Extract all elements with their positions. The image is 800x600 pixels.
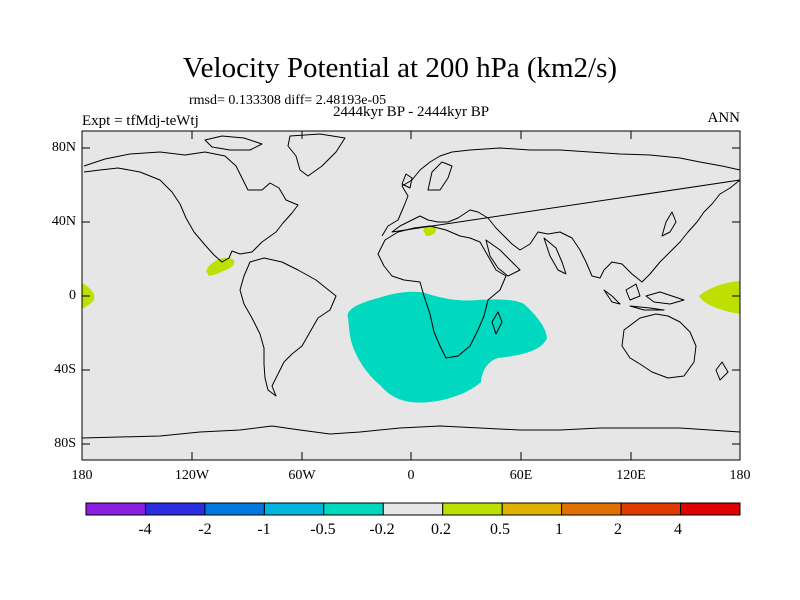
colorbar-label-2: -2 — [198, 521, 212, 538]
colorbar-label-7: 0.5 — [490, 521, 510, 538]
coastline-africa — [377, 225, 507, 359]
period-label: 2444kyr BP - 2444kyr BP — [332, 104, 490, 120]
colorbar-box-5 — [323, 502, 384, 516]
colorbar-label-6: 0.2 — [431, 521, 451, 538]
colorbar-label-10: 4 — [674, 521, 682, 538]
coastline-scandinavia — [427, 161, 453, 191]
coastline-madagascar — [491, 311, 503, 335]
colorbar-label-9: 2 — [614, 521, 622, 538]
colorbar-label-4: -0.5 — [310, 521, 336, 538]
lat-label-80s: 80S — [54, 436, 76, 451]
plot-title: Velocity Potential at 200 hPa (km2/s) — [182, 52, 618, 84]
colorbar-box-1 — [85, 502, 146, 516]
colorbar-label-8: 1 — [555, 521, 563, 538]
experiment-label: Expt = tfMdj-teWtj — [82, 113, 199, 129]
axis-ticks — [81, 131, 741, 460]
lon-label-60w: 60W — [288, 468, 316, 483]
colorbar-box-10 — [620, 502, 682, 516]
lat-label-80n: 80N — [51, 140, 76, 155]
west-pacific-region — [699, 281, 740, 314]
coastline-eurasia — [381, 147, 741, 283]
colorbar-box-9 — [561, 502, 622, 516]
lon-label-120e: 120E — [616, 468, 646, 483]
season-label: ANN — [707, 110, 741, 126]
lat-label-eq: 0 — [69, 288, 76, 303]
colorbar-label-3: -1 — [257, 521, 271, 538]
south-atlantic-africa-region — [347, 291, 547, 403]
lon-label-180e: 180 — [729, 468, 751, 483]
colorbar-label-1: -4 — [138, 521, 152, 538]
lon-label-60e: 60E — [509, 468, 533, 483]
colorbar-box-8 — [501, 502, 563, 516]
coastline-greenland — [287, 133, 346, 177]
coastline-maritime-continent — [603, 283, 685, 311]
coastline-japan — [661, 211, 677, 237]
colorbar-box-6 — [382, 502, 444, 516]
central-america-region — [206, 257, 235, 276]
colorbar — [85, 502, 741, 516]
colorbar-box-4 — [263, 502, 325, 516]
lon-label-180w: 180 — [71, 468, 93, 483]
coastline-british-isles — [401, 173, 413, 189]
colorbar-box-7 — [442, 502, 503, 516]
lon-label-120w: 120W — [174, 468, 210, 483]
mediterranean-region — [423, 225, 437, 236]
colorbar-label-5: -0.2 — [369, 521, 395, 538]
coastline-antarctica — [81, 425, 741, 439]
coastline-arctic-islands — [204, 135, 263, 151]
coastlines — [81, 133, 741, 439]
stats-label: rmsd= 0.133308 diff= 2.48193e-05 — [189, 93, 387, 108]
coastline-arabia-india — [485, 237, 567, 277]
coastline-new-zealand — [715, 361, 729, 381]
coastline-australia — [621, 313, 697, 379]
lat-label-40n: 40N — [51, 214, 76, 229]
lat-label-40s: 40S — [54, 362, 76, 377]
coastline-north-america — [83, 151, 299, 263]
colorbar-box-2 — [145, 502, 206, 516]
colorbar-box-11 — [680, 502, 741, 516]
coastline-south-america — [239, 257, 337, 397]
colorbar-box-3 — [204, 502, 265, 516]
lon-label-0: 0 — [407, 468, 415, 483]
